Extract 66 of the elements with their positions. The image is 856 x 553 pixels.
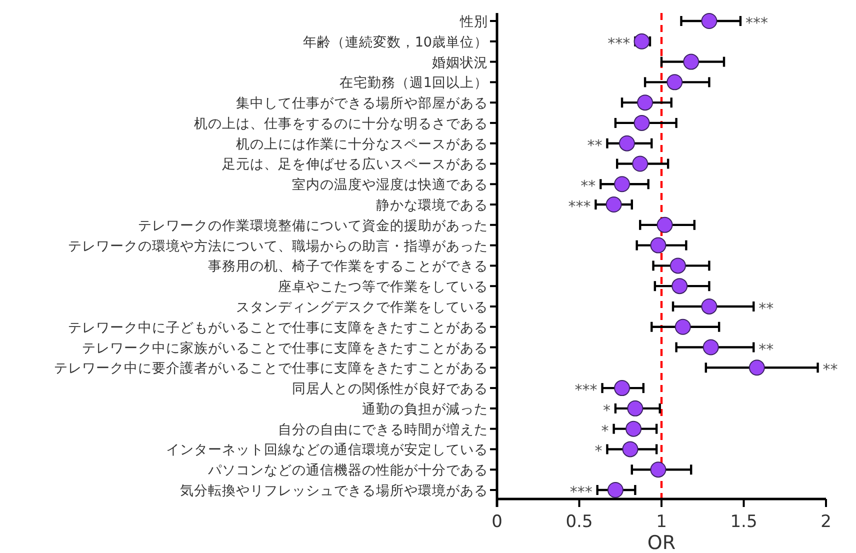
point xyxy=(637,94,654,111)
y-tick-label: テレワーク中に家族がいることで仕事に支障をきたすことがある xyxy=(82,340,488,356)
y-tick-label: 机の上は、仕事をするのに十分な明るさである xyxy=(194,116,488,132)
point xyxy=(650,462,666,478)
annotation: *** xyxy=(608,34,631,52)
point xyxy=(606,196,622,213)
annotation: * xyxy=(601,422,610,440)
x-tick-label: 1.5 xyxy=(730,512,758,532)
x-tick-label: 0.5 xyxy=(566,512,593,532)
y-tick-label: テレワークの作業環境整備について資金的援助があった xyxy=(138,218,488,234)
y-tick-label: テレワークの環境や方法について、職場からの助言・指導があった xyxy=(68,238,488,254)
annotation: *** xyxy=(745,14,768,32)
y-tick-label: 在宅勤務（週1回以上） xyxy=(339,75,488,92)
y-tick-label: テレワーク中に子どもがいることで仕事に支障をきたすことがある xyxy=(68,320,488,336)
point xyxy=(614,176,630,192)
y-tick-label: 集中して仕事ができる場所や部屋がある xyxy=(236,96,488,112)
annotation: ** xyxy=(580,177,596,196)
y-tick-label: 性別 xyxy=(459,14,488,30)
point xyxy=(627,400,644,416)
annotation: *** xyxy=(574,381,598,400)
annotation: * xyxy=(594,442,603,460)
y-tick-label: スタンディングデスクで作業をしている xyxy=(236,299,488,316)
point xyxy=(618,135,635,152)
point xyxy=(701,13,718,29)
point xyxy=(650,237,666,254)
annotation: *** xyxy=(568,198,592,216)
annotation: ** xyxy=(587,136,603,154)
point xyxy=(702,339,719,356)
annotation: *** xyxy=(570,483,593,501)
x-tick-label: 1 xyxy=(656,512,667,532)
x-axis-title: OR xyxy=(647,532,676,553)
point xyxy=(656,216,673,233)
y-tick-label: 通勤の負担が減った xyxy=(362,401,488,418)
point xyxy=(632,156,648,172)
point xyxy=(683,54,700,70)
y-tick-label: 自分の自由にできる時間が増えた xyxy=(278,420,488,438)
y-tick-label: パソコンなどの通信機器の性能が十分である xyxy=(207,462,488,479)
annotation: ** xyxy=(758,340,774,358)
y-tick-label: インターネット回線などの通信環境が安定している xyxy=(166,442,488,458)
point xyxy=(614,380,630,396)
y-tick-label: 気分転換やリフレッシュできる場所や環境がある xyxy=(180,483,488,499)
annotation: ** xyxy=(822,360,838,379)
y-tick-label: 座卓やこたつ等で作業をしている xyxy=(278,279,488,296)
point xyxy=(748,360,765,376)
point xyxy=(634,114,650,131)
y-tick-label: 婚姻状況 xyxy=(432,54,488,71)
y-tick-label: テレワーク中に要介護者がいることで仕事に支障をきたすことがある xyxy=(54,360,488,377)
y-tick-label: 机の上には作業に十分なスペースがある xyxy=(236,136,488,152)
x-tick-label: 0 xyxy=(492,512,502,532)
y-tick-label: 静かな環境である xyxy=(376,198,488,214)
point xyxy=(666,74,683,90)
y-tick-label: 足元は、足を伸ばせる広いスペースがある xyxy=(222,156,488,173)
y-tick-label: 事務用の机、椅子で作業をすることができる xyxy=(208,258,488,275)
point xyxy=(672,278,688,294)
annotation: ** xyxy=(758,299,774,318)
point xyxy=(701,298,718,314)
point xyxy=(607,482,624,498)
point xyxy=(670,258,686,274)
y-tick-label: 室内の温度や湿度は快適である xyxy=(292,177,488,194)
y-tick-label: 年齢（連続変数，10歳単位） xyxy=(302,34,488,50)
point xyxy=(622,441,638,458)
x-tick-label: 2 xyxy=(820,512,832,532)
point xyxy=(674,318,691,335)
annotation: * xyxy=(602,401,611,420)
point xyxy=(626,420,642,437)
y-tick-label: 同居人との関係性が良好である xyxy=(292,381,488,398)
